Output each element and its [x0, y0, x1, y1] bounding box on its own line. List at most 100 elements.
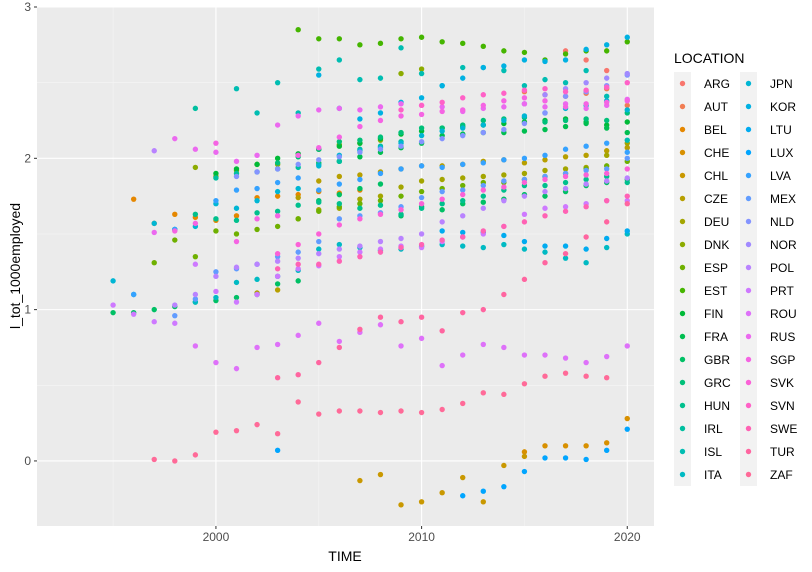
point-lva [439, 164, 445, 171]
point-tur [480, 306, 486, 313]
point-cze [603, 148, 610, 154]
point-isl [398, 45, 404, 51]
point-est [357, 42, 363, 48]
point-lva [521, 155, 528, 162]
point-lva [460, 161, 466, 168]
point-fra [542, 126, 548, 133]
point-esp [254, 226, 260, 233]
point-mex [213, 269, 219, 275]
point-svk [274, 250, 281, 257]
point-sgp [254, 216, 260, 222]
point-nld [274, 166, 281, 172]
point-hun [480, 193, 486, 199]
point-isl [583, 67, 589, 74]
point-deu [460, 175, 466, 181]
point-isl [274, 79, 281, 86]
point-kor [542, 58, 548, 65]
point-rou [418, 335, 425, 342]
point-jpn [418, 132, 425, 139]
point-swe [583, 204, 589, 210]
point-zaf [357, 408, 363, 414]
point-rou [521, 352, 528, 358]
point-cze [583, 152, 589, 158]
point-grc [357, 137, 363, 143]
point-nld [460, 132, 466, 139]
legend-label-hun: HUN [704, 399, 730, 413]
legend-key-swe [745, 425, 752, 432]
legend-label-mex: MEX [770, 192, 796, 206]
point-sgp [172, 228, 178, 234]
point-jpn [110, 278, 116, 284]
legend-label-arg: ARG [704, 77, 730, 91]
point-jpn [151, 220, 157, 227]
point-svk [418, 201, 425, 207]
point-nld [233, 173, 240, 180]
point-ita [213, 294, 219, 301]
point-lux [274, 447, 281, 454]
point-lux [603, 447, 610, 454]
point-zaf [336, 408, 343, 414]
point-sgp [213, 140, 219, 146]
point-esp [233, 231, 240, 237]
point-jpn [316, 163, 322, 169]
point-lva [254, 185, 260, 192]
point-mex [624, 155, 630, 162]
legend-key-gbr [679, 356, 686, 363]
point-jpn [501, 117, 507, 124]
legend-label-swe: SWE [770, 422, 797, 436]
point-sgp [480, 102, 486, 109]
legend-key-aut [679, 103, 686, 110]
point-svn [460, 95, 466, 101]
point-isl [316, 66, 322, 72]
point-hun [357, 205, 363, 211]
point-zaf [460, 400, 466, 407]
point-cze [624, 145, 630, 151]
point-hun [213, 216, 219, 222]
point-prt [233, 299, 240, 305]
point-svk [460, 191, 466, 198]
point-fin [254, 161, 260, 168]
point-cze [295, 194, 301, 201]
point-zaf [213, 429, 219, 435]
point-rus [398, 101, 404, 107]
point-swe [274, 266, 281, 272]
legend-label-jpn: JPN [770, 77, 793, 91]
point-svn [439, 99, 445, 106]
point-ltu [583, 246, 589, 252]
point-pol [357, 243, 363, 249]
point-chl [501, 462, 507, 469]
point-mex [418, 194, 425, 201]
point-rus [542, 104, 548, 110]
point-che [624, 415, 630, 422]
point-jpn [233, 205, 240, 211]
point-rus [192, 146, 199, 152]
point-nld [377, 146, 384, 152]
y-tick-label: 0 [24, 454, 31, 468]
point-rus [172, 135, 178, 142]
point-rou [295, 332, 301, 339]
point-swe [439, 237, 445, 243]
point-lva [233, 187, 240, 193]
point-ita [480, 244, 486, 251]
point-deu [377, 193, 384, 199]
point-pol [233, 264, 240, 270]
point-deu [501, 172, 507, 178]
point-pol [172, 302, 178, 308]
point-swe [398, 244, 404, 251]
point-hun [460, 197, 466, 204]
point-ita [583, 260, 589, 266]
point-gbr [295, 278, 301, 284]
legend-key-jpn [745, 80, 752, 87]
legend-key-fra [679, 333, 686, 340]
point-nor [624, 70, 630, 77]
point-nor [583, 79, 589, 86]
point-tur [521, 276, 528, 283]
point-pol [316, 250, 322, 257]
point-pol [336, 246, 343, 252]
point-lva [295, 175, 301, 181]
point-ita [542, 249, 548, 255]
point-rus [213, 149, 219, 155]
point-sgp [562, 104, 569, 110]
point-hun [274, 208, 281, 214]
point-gbr [110, 309, 116, 316]
